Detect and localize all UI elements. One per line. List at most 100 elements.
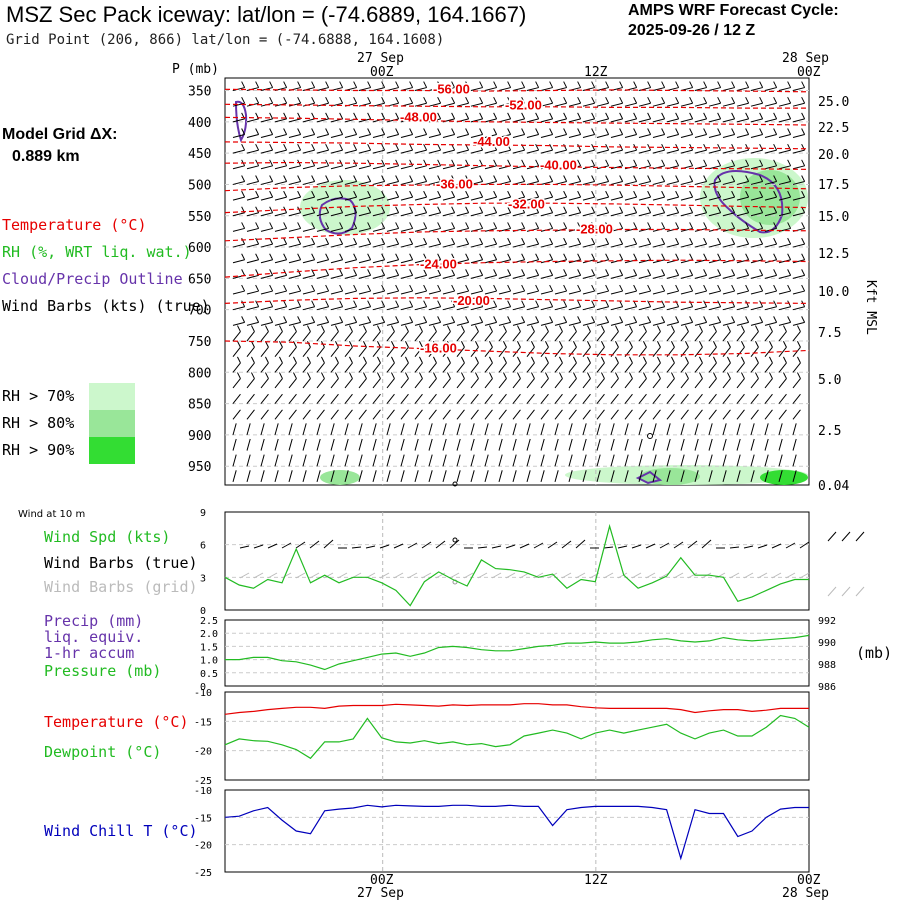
wind-barb-flag	[713, 341, 717, 348]
grid-wind-barb	[533, 572, 544, 579]
wind-barb	[316, 393, 325, 404]
wind-barb-staff	[624, 102, 637, 107]
wind-barb-flag	[703, 96, 708, 104]
wind-barb	[330, 393, 339, 404]
wind-barb	[624, 454, 629, 467]
wind-barb	[456, 253, 470, 264]
wind-barb-flag	[339, 81, 344, 88]
wind-barb	[652, 81, 666, 92]
wind-barb-flag	[307, 341, 311, 348]
wind-barb-flag	[769, 356, 773, 364]
wind-barb-staff	[792, 180, 805, 185]
wind-barb-flag	[493, 175, 498, 182]
wind-barb-flag	[353, 81, 358, 88]
wind-barb-flag	[451, 206, 456, 214]
wind-barb-flag	[703, 175, 708, 182]
wind-barb-staff	[316, 423, 321, 436]
wind-barb	[274, 438, 279, 451]
wind-barb	[792, 454, 797, 467]
wind-barb	[386, 222, 400, 232]
wind-barb-staff	[274, 331, 283, 342]
wind-barb	[512, 454, 517, 467]
wind-barb	[386, 128, 400, 138]
wind-barb-flag	[423, 269, 428, 276]
wind-barb-staff	[372, 274, 385, 279]
surface-wind-barb	[561, 540, 572, 549]
wind-barb	[288, 423, 293, 436]
wind-barb-flag	[605, 300, 610, 307]
wind-barb	[694, 325, 703, 342]
wind-barb-flag	[801, 159, 806, 167]
wind-barb	[386, 409, 395, 420]
wind-barb-staff	[512, 409, 521, 420]
wind-barb-staff	[540, 454, 545, 467]
wind-barb	[610, 325, 619, 342]
wind-barb-staff	[456, 196, 469, 201]
wind-barb	[288, 300, 302, 311]
wind-barb-staff	[498, 321, 511, 326]
wind-barb	[260, 112, 274, 123]
wind-barb-flag	[633, 96, 638, 104]
surface-wind-barb	[365, 545, 376, 549]
wind-barb-staff	[638, 454, 643, 467]
wind-barb-flag	[759, 316, 764, 323]
wind-barb-staff	[400, 227, 413, 232]
wind-barb-flag	[283, 222, 288, 229]
wind-barb-flag	[731, 316, 736, 323]
wind-barb-staff	[414, 393, 423, 404]
wind-barb	[414, 372, 423, 389]
wind-barb-flag	[433, 356, 437, 364]
rh-70-swatch	[89, 383, 135, 410]
wind-barb-staff	[554, 243, 567, 248]
wind-barb	[344, 372, 353, 389]
isotherm-label: -24.00	[420, 257, 457, 272]
rh-90-label: RH > 90%	[2, 441, 75, 459]
wind-barb-staff	[246, 331, 255, 342]
wind-barb	[708, 128, 722, 138]
wind-barb	[526, 454, 531, 467]
wind-barb-staff	[666, 470, 671, 483]
wind-barb-flag	[437, 143, 442, 151]
wind-barb	[722, 454, 727, 467]
precip-accum-label: 1-hr accum	[44, 644, 135, 662]
wind-barb-staff	[750, 409, 759, 420]
wind-barb	[694, 438, 699, 451]
wind-barb-flag	[647, 112, 652, 120]
wind-barb-staff	[456, 212, 469, 217]
wind-barb	[680, 175, 694, 185]
wind-barb-staff	[246, 321, 259, 326]
wind-barb	[232, 143, 246, 154]
wind-barb-staff	[428, 196, 441, 201]
wind-barb-flag	[521, 81, 526, 88]
wind-barb-staff	[666, 180, 679, 185]
wind-panel-frame	[224, 511, 810, 611]
wind-barb-staff	[330, 470, 335, 483]
wind-barb	[708, 269, 722, 279]
wind-barb-flag	[465, 237, 470, 245]
wind-barb-flag	[241, 300, 246, 307]
wind-barb-flag	[745, 237, 750, 245]
wind-barb	[232, 393, 241, 404]
wind-barb-flag	[479, 190, 484, 198]
wind-barb-staff	[680, 180, 693, 185]
wind-barb	[330, 222, 344, 232]
wind-barb-staff	[246, 378, 255, 389]
wind-barb	[638, 175, 652, 185]
wind-barb-flag	[717, 237, 722, 245]
wind-barb-flag	[755, 341, 759, 348]
wind-barb-staff	[344, 321, 357, 326]
wind-barb-flag	[717, 190, 722, 198]
wind-barb-staff	[596, 180, 609, 185]
wind-barb-flag	[745, 128, 750, 135]
wind-barb-flag	[279, 356, 283, 364]
wind-barb-staff	[512, 243, 525, 248]
wind-barb	[386, 284, 400, 295]
wind-barbs-grid-label: Wind Barbs (grid)	[44, 578, 198, 596]
wind-barb-flag	[661, 237, 666, 245]
wind-barb-staff	[778, 331, 787, 342]
wind-barb	[274, 454, 279, 467]
wind-barb	[694, 175, 708, 185]
wind-barb-staff	[232, 165, 245, 170]
wind-barb	[372, 128, 386, 138]
surface-wind-barb	[267, 543, 278, 549]
